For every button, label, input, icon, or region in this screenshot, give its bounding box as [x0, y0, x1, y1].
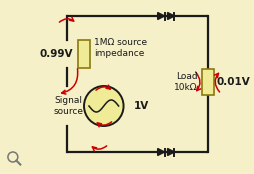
FancyBboxPatch shape: [78, 40, 90, 68]
Text: 0.99V: 0.99V: [40, 49, 73, 59]
Text: 1MΩ source
impedance: 1MΩ source impedance: [94, 38, 147, 58]
Text: 1V: 1V: [133, 101, 149, 111]
FancyBboxPatch shape: [202, 69, 214, 95]
Polygon shape: [168, 13, 174, 19]
Circle shape: [84, 86, 123, 126]
Text: 0.01V: 0.01V: [216, 77, 250, 87]
Polygon shape: [168, 148, 174, 156]
Polygon shape: [158, 13, 165, 19]
Polygon shape: [158, 148, 165, 156]
Text: Signal
source: Signal source: [53, 96, 83, 116]
Text: Load
10kΩ: Load 10kΩ: [174, 72, 198, 92]
